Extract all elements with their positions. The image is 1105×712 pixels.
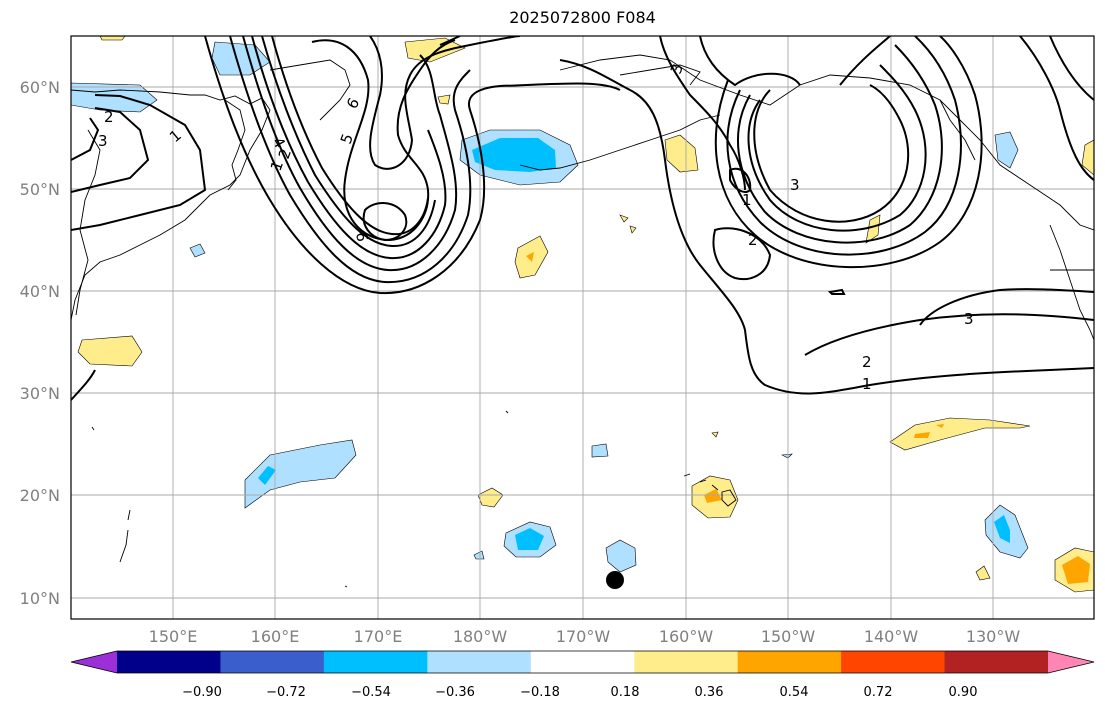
map-frame (70, 35, 1095, 620)
lat-label: 60°N (20, 78, 60, 97)
map-title: 2025072800 F084 (509, 8, 656, 27)
colorbar-tick-label: 0.54 (780, 685, 809, 700)
colorbar-tick-label: −0.90 (182, 685, 222, 700)
contour-label: 3 (790, 176, 800, 194)
lon-label: 170°E (354, 627, 403, 646)
colorbar-segment (117, 651, 221, 673)
lon-label: 150°E (149, 627, 198, 646)
colorbar (70, 650, 1095, 674)
hawaii-islands (683, 473, 737, 507)
colorbar-tick-label: −0.54 (351, 685, 391, 700)
lon-label: 160°E (251, 627, 300, 646)
lat-label: 30°N (20, 384, 60, 403)
graticule (71, 36, 1094, 619)
contour-label: 1 (742, 191, 752, 209)
colorbar-tick-label: 0.90 (949, 685, 978, 700)
colorbar-segment (737, 651, 842, 673)
lon-label: 150°W (761, 627, 816, 646)
lon-label: 130°W (966, 627, 1021, 646)
colorbar-tick-label: −0.36 (435, 685, 475, 700)
colorbar-tick-label: 0.18 (611, 685, 640, 700)
colorbar-segment (944, 651, 1049, 673)
colorbar-tick-label: 0.72 (864, 685, 893, 700)
longitude-labels: 150°E 160°E 170°E 180°W 170°W 160°W 150°… (149, 627, 1021, 646)
contour-label: 3 (964, 310, 974, 328)
colorbar-tick-label: 0.36 (695, 685, 724, 700)
colorbar-extend-high (1048, 651, 1094, 673)
lon-label: 140°W (864, 627, 919, 646)
coastlines (71, 54, 1094, 588)
contour-label: 2 (862, 353, 872, 371)
lon-label: 160°W (659, 627, 714, 646)
lat-label: 50°N (20, 180, 60, 199)
colorbar-segment (427, 651, 532, 673)
colorbar-extend-low (71, 651, 117, 673)
colorbar-segment (220, 651, 325, 673)
colorbar-tick-label: −0.18 (520, 685, 560, 700)
lon-label: 180°W (453, 627, 508, 646)
contour-label: 2 (104, 108, 114, 126)
colorbar-outline (70, 650, 1095, 674)
lat-label: 10°N (20, 589, 60, 608)
colorbar-segment (530, 651, 635, 673)
contour-label: 3 (98, 132, 108, 150)
colorbar-segment (323, 651, 428, 673)
lat-label: 20°N (20, 486, 60, 505)
contour-label: 1 (862, 375, 872, 393)
colorbar-segment (841, 651, 946, 673)
map-plot-area: 1 2 3 4 5 6 1 2 3 1 2 3 1 2 3 6 (71, 36, 1094, 619)
lon-label: 170°W (556, 627, 611, 646)
contour-label: 6 (352, 231, 371, 244)
colorbar-segment (634, 651, 739, 673)
colorbar-tick-label: −0.72 (266, 685, 306, 700)
lat-label: 40°N (20, 282, 60, 301)
storm-position-marker (606, 571, 624, 589)
contour-label: 2 (748, 231, 758, 249)
colorbar-tick-labels: −0.90 −0.72 −0.54 −0.36 −0.18 0.18 0.36 … (182, 685, 977, 700)
latitude-labels: 60°N 50°N 40°N 30°N 20°N 10°N (20, 78, 60, 608)
contour-lines (71, 36, 1094, 401)
